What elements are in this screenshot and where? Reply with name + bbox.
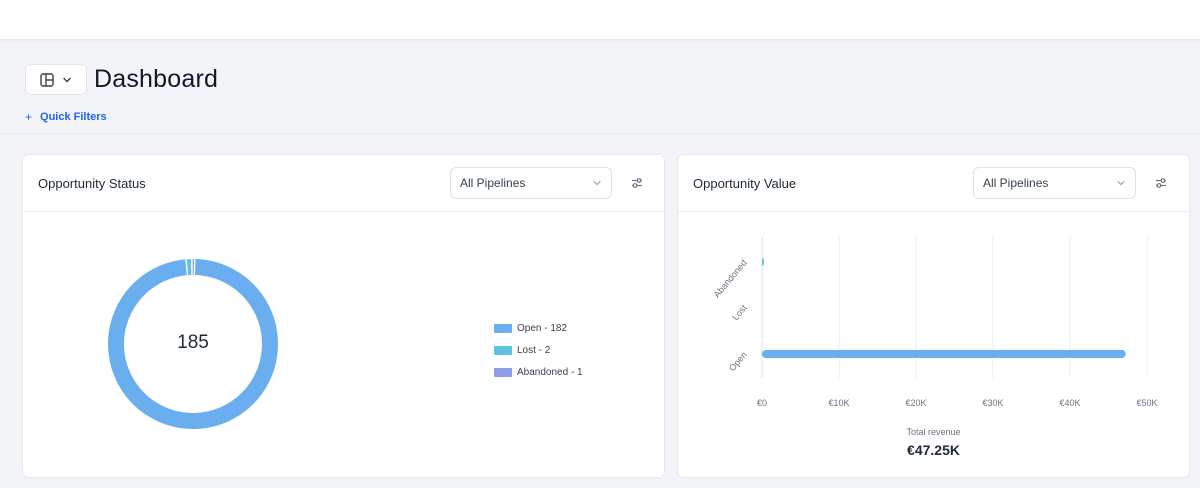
legend-swatch [494, 367, 512, 377]
quick-filters-button[interactable]: + Quick Filters [25, 110, 107, 124]
page-title: Dashboard [94, 65, 219, 93]
top-navigation-bar [0, 0, 1200, 40]
card-header: Opportunity Value All Pipelines [678, 155, 1189, 212]
x-tick-label: €10K [828, 398, 850, 408]
pipeline-select[interactable]: All Pipelines [973, 167, 1136, 199]
settings-sliders-icon[interactable] [1154, 176, 1168, 190]
opportunity-status-donut-chart [108, 259, 278, 429]
chevron-down-icon [1117, 180, 1125, 186]
x-tick-label: €50K [1136, 398, 1158, 408]
pipeline-select-value: All Pipelines [460, 176, 526, 190]
bar-chart-plot [761, 237, 1148, 378]
legend-item-open[interactable]: Open - 182 [494, 317, 583, 339]
x-tick-label: €0 [756, 398, 768, 408]
bar-abandoned[interactable] [762, 258, 764, 266]
pipeline-select-value: All Pipelines [983, 176, 1049, 190]
opportunity-status-card: Opportunity Status All Pipelines 185 Ope… [22, 154, 665, 478]
legend-item-lost[interactable]: Lost - 2 [494, 339, 583, 361]
quick-filters-label: Quick Filters [40, 111, 107, 123]
legend-swatch [494, 323, 512, 333]
donut-total: 185 [177, 332, 209, 353]
total-revenue-label: Total revenue [906, 427, 961, 437]
divider [0, 133, 1200, 134]
x-tick-label: €40K [1059, 398, 1081, 408]
card-title: Opportunity Status [38, 176, 146, 191]
page-header: Dashboard [25, 64, 218, 95]
pipeline-select[interactable]: All Pipelines [450, 167, 612, 199]
card-header: Opportunity Status All Pipelines [23, 155, 664, 212]
opportunity-value-bar-chart: €0 €10K €20K €30K €40K €50K Abandoned Lost Open [678, 155, 1191, 479]
x-tick-label: €20K [905, 398, 927, 408]
bar-open[interactable] [762, 350, 1126, 358]
total-revenue-value: €47.25K [907, 442, 960, 458]
settings-sliders-icon[interactable] [630, 176, 644, 190]
dashboard-switcher-button[interactable] [25, 64, 87, 95]
chart-legend: Open - 182 Lost - 2 Abandoned - 1 [494, 317, 583, 383]
legend-label: Abandoned - 1 [517, 366, 583, 378]
legend-swatch [494, 345, 512, 355]
donut-slice-open[interactable] [108, 259, 278, 429]
layout-icon [40, 72, 54, 87]
legend-item-abandoned[interactable]: Abandoned - 1 [494, 361, 583, 383]
chevron-down-icon [593, 180, 601, 186]
opportunity-value-card: Opportunity Value All Pipelines €0 €10K €2… [677, 154, 1190, 478]
legend-label: Lost - 2 [517, 344, 551, 356]
plus-icon: + [25, 110, 33, 124]
card-title: Opportunity Value [693, 176, 797, 191]
x-tick-label: €30K [982, 398, 1004, 408]
chevron-down-icon [63, 77, 71, 82]
legend-label: Open - 182 [517, 322, 568, 334]
